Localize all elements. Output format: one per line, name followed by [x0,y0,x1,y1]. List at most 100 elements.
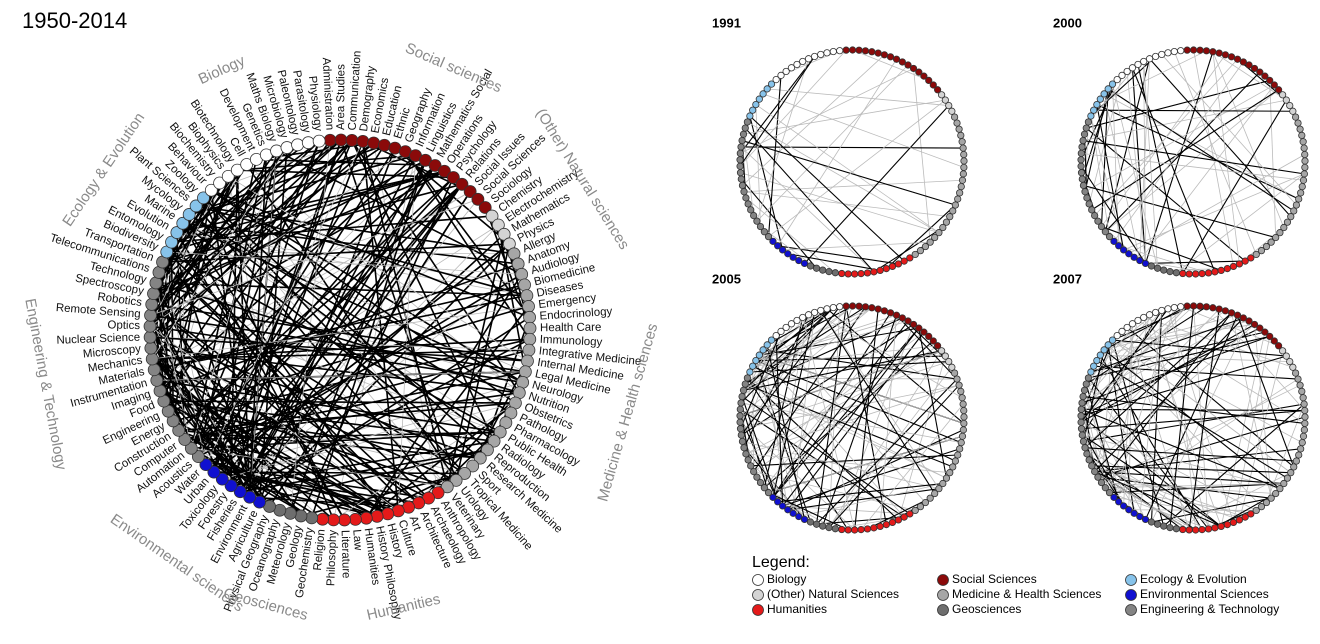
edge [190,140,320,449]
edge [745,384,960,455]
node [861,303,870,311]
node [145,352,159,366]
node [1140,57,1148,66]
node [760,228,768,236]
node [1160,266,1168,274]
node [926,238,934,246]
node [892,55,901,63]
edges [739,305,965,531]
node [957,439,965,447]
node [960,157,968,165]
edge [1112,339,1292,473]
node [1084,374,1093,382]
node [1077,425,1086,433]
node [737,143,745,151]
edge [213,150,278,473]
edge [743,307,834,391]
node [143,319,157,333]
edge [743,134,755,216]
node [934,342,942,350]
edge [1143,61,1158,269]
node [874,49,882,57]
node [911,506,919,515]
node [759,90,767,98]
node [184,441,198,455]
node [370,509,384,523]
node [1120,502,1128,510]
edge [1112,339,1303,443]
node [779,502,787,510]
node [938,347,946,355]
edge [1084,447,1297,462]
edge [1084,84,1275,193]
node [1141,515,1150,524]
node [1104,341,1112,349]
node [737,399,745,407]
node-label: Communication [347,50,364,131]
node [774,498,782,506]
node [886,53,895,61]
node [742,450,750,458]
node [1077,412,1085,420]
node [1291,113,1300,121]
edge [163,400,378,518]
node [1299,394,1307,402]
node [916,503,925,511]
edge [752,320,909,367]
node [863,269,872,277]
node [799,313,807,322]
edge [1080,422,1141,517]
node [894,260,902,268]
node [942,474,951,482]
edge [741,140,747,198]
node [1270,81,1278,89]
edge [741,396,911,515]
node [772,332,780,340]
node [764,489,773,497]
node [316,512,329,526]
node [1217,522,1225,531]
node [143,330,157,344]
node [1080,130,1089,138]
node [1093,356,1101,365]
node [851,526,859,534]
node [920,328,928,336]
edge [289,160,427,514]
node [1166,268,1174,276]
edge [745,197,836,274]
edges [739,49,965,274]
edge [156,379,501,433]
node [1239,58,1247,66]
node-label: Robotics [97,291,143,309]
node [1266,76,1274,85]
node [428,159,442,172]
edge [1084,312,1232,449]
edge [190,150,277,449]
edge [1113,61,1244,242]
edge [150,198,479,316]
node [1223,521,1231,529]
node [960,419,968,428]
edge [205,141,364,465]
edge [749,115,784,251]
edge [155,282,192,449]
node [1229,518,1238,527]
node [957,131,965,140]
node [189,199,203,213]
edge [1096,104,1125,251]
edge [1090,317,1244,373]
node [950,113,959,121]
edge [178,183,463,432]
edge [446,234,505,487]
node [779,246,787,254]
edge [755,310,821,361]
node [874,305,882,313]
node [753,473,761,481]
edge [741,140,956,206]
edge [1101,226,1222,271]
edge [239,183,463,493]
edge [195,205,528,297]
node [957,183,965,191]
node [1300,170,1308,178]
edge [1182,99,1287,274]
